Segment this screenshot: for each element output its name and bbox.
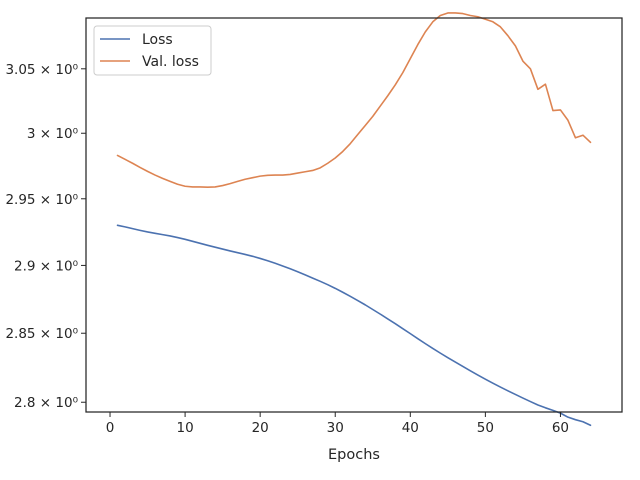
x-tick-label: 50 [477, 420, 494, 436]
legend: Loss Val. loss [93, 25, 212, 76]
x-axis: 0 10 20 30 40 50 60 [106, 412, 569, 436]
x-tick-label: 60 [552, 420, 569, 436]
y-tick-label: 3.05 × 10⁰ [5, 62, 78, 78]
y-tick-label: 2.8 × 10⁰ [14, 395, 78, 411]
x-tick-label: 30 [327, 420, 344, 436]
plot-frame [85, 17, 623, 413]
x-tick-label: 40 [402, 420, 419, 436]
legend-label-val-loss: Val. loss [142, 54, 199, 70]
y-tick-label: 2.85 × 10⁰ [5, 326, 78, 342]
series-lines [116, 12, 592, 427]
x-tick-label: 20 [252, 420, 269, 436]
y-tick-label: 2.95 × 10⁰ [5, 192, 78, 208]
y-tick-label: 3 × 10⁰ [27, 126, 78, 142]
legend-label-loss: Loss [142, 32, 173, 48]
series-line-loss [116, 224, 592, 427]
x-axis-label: Epochs [328, 447, 380, 463]
x-tick-label: 0 [106, 420, 115, 436]
y-axis: 2.8 × 10⁰ 2.85 × 10⁰ 2.9 × 10⁰ 2.95 × 10⁰ 3 … [5, 62, 86, 411]
y-tick-label: 2.9 × 10⁰ [14, 258, 78, 274]
x-tick-label: 10 [176, 420, 193, 436]
series-line-val-loss [116, 12, 592, 188]
